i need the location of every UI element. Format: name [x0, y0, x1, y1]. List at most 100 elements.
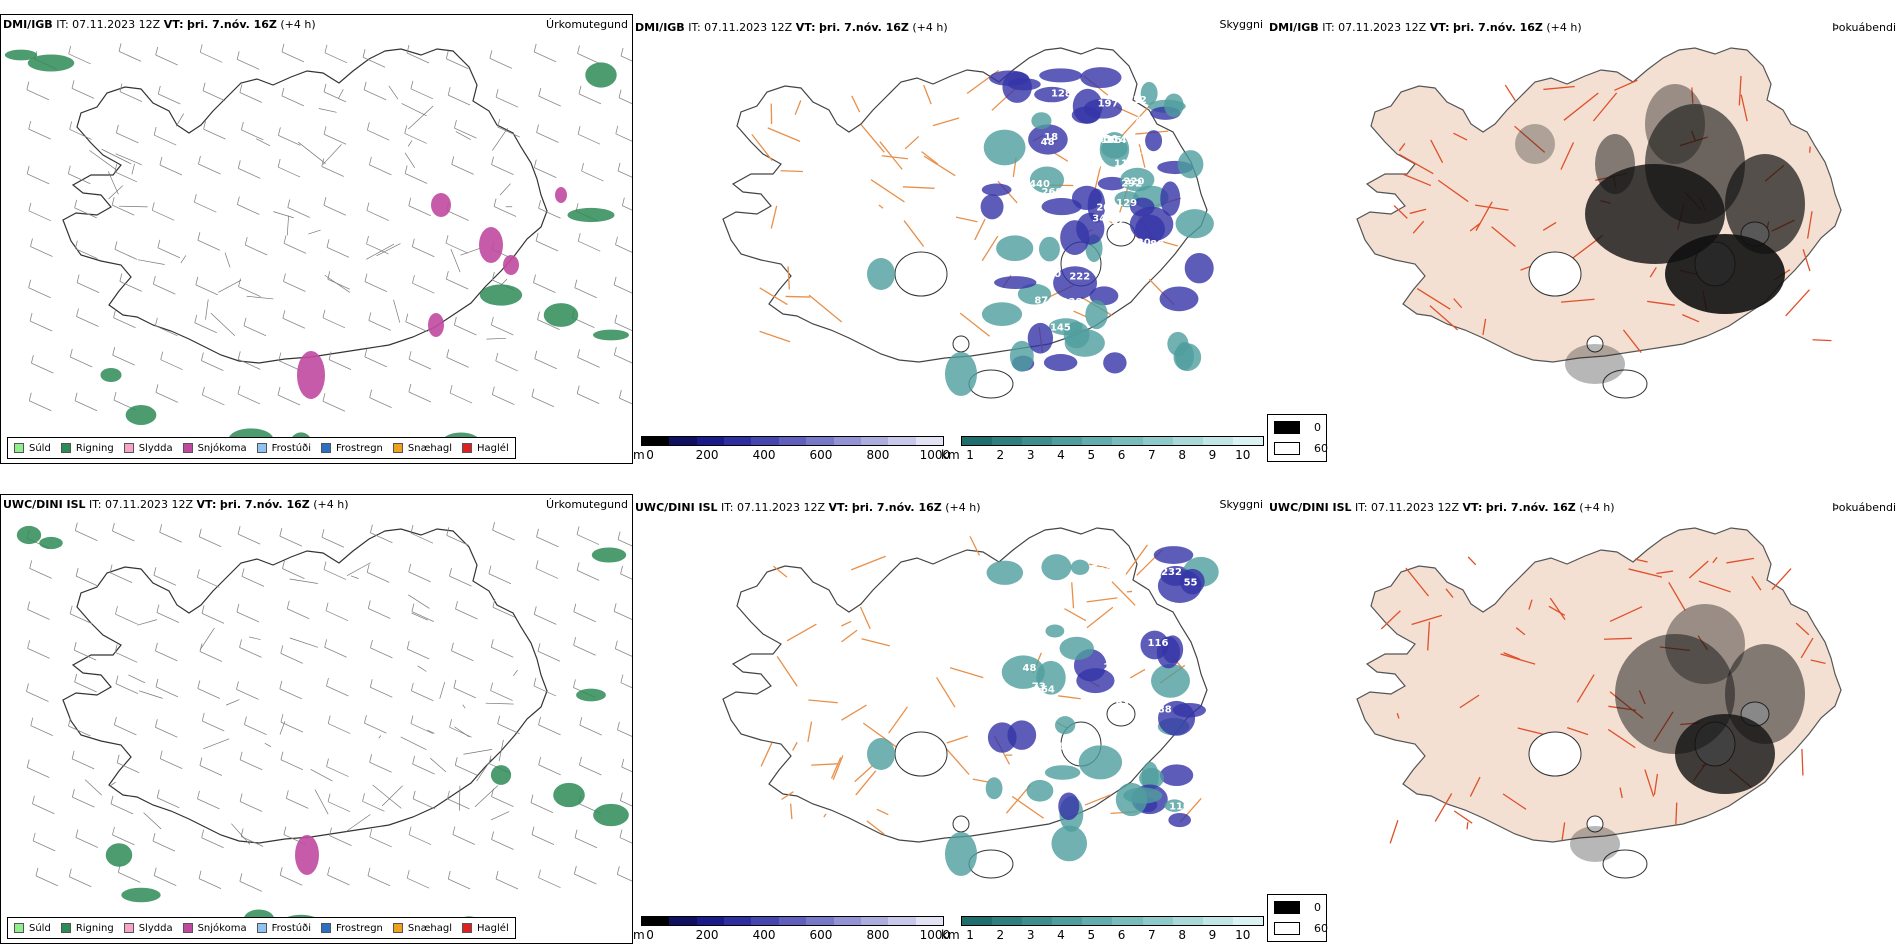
visibility-value-label: 101 [1057, 741, 1078, 752]
wind-barb-flag [406, 44, 410, 54]
road-segment [866, 820, 886, 836]
wind-barb [492, 606, 516, 618]
snow-area [431, 193, 451, 217]
visibility-panel-bottom: 48 138 116 55 101 110 64 105 58 232 284 188 103 112 98… [633, 494, 1267, 944]
wind-barb [446, 278, 469, 290]
terrain-line [143, 812, 162, 830]
colorbar-step-6 [1142, 917, 1173, 925]
wind-barb-flag [115, 124, 119, 133]
wind-barb [491, 164, 514, 175]
visibility-blob [1076, 212, 1105, 245]
wind-barb-flag [366, 235, 369, 245]
visibility-blob [1026, 779, 1054, 802]
terrain-line [205, 299, 209, 320]
wind-barb [114, 171, 138, 183]
road-segment [780, 170, 803, 173]
visibility-blob [1103, 352, 1127, 374]
wind-barb [454, 324, 477, 336]
road-segment [1785, 289, 1810, 317]
wind-barb [447, 798, 470, 810]
wind-barb [201, 360, 224, 371]
wind-barb-flag [279, 680, 283, 689]
fog-swatch-1 [1274, 922, 1300, 935]
wind-barb [323, 569, 347, 580]
visibility-blob [1140, 81, 1158, 105]
legend-label: Haglél [477, 922, 509, 934]
wind-barb [534, 167, 557, 179]
legend-swatch [182, 443, 193, 453]
terrain-line [324, 274, 351, 293]
wind-barb [410, 88, 434, 100]
road-segment [841, 629, 858, 643]
road-segment [1802, 249, 1811, 272]
wind-barb-flag [329, 827, 332, 836]
colorbar-step-9 [888, 917, 916, 925]
wind-barb [327, 801, 351, 813]
fog-legend: 0 60 [1267, 414, 1328, 462]
road-segment [1604, 637, 1632, 640]
wind-barb [238, 286, 261, 297]
wind-barb-flag [155, 317, 158, 326]
wind-barb-flag [366, 202, 370, 211]
road-segment [1459, 694, 1480, 709]
wind-barb-flag [538, 200, 541, 209]
wind-barb [615, 648, 632, 657]
colorbar-step-8 [1202, 917, 1233, 925]
road-segment [1561, 822, 1566, 841]
visibility-value-label: 197 [1098, 99, 1119, 110]
visibility-value-label: 18 [1044, 132, 1058, 143]
wind-barbs [26, 522, 632, 892]
wind-barb-flag [278, 352, 282, 361]
road-segment [1800, 637, 1814, 659]
visibility-value-label: 11 [1135, 146, 1149, 157]
road-segment [789, 803, 793, 820]
wind-barb-flag [236, 51, 240, 60]
snow-area [479, 227, 503, 263]
wind-barb-flag [113, 392, 117, 401]
road-segment [1668, 581, 1686, 611]
road-segment [1434, 793, 1453, 822]
road-segment [1740, 94, 1748, 122]
wind-barb-flag [28, 120, 32, 130]
ceiling-ticks: 0 200 400 600 800 1000 [641, 448, 950, 462]
wind-barb-flag [366, 564, 370, 573]
wind-barbs [26, 43, 632, 412]
wind-barb [453, 687, 477, 699]
visibility-blob [1002, 71, 1032, 103]
colorbar-tick: 1 [966, 448, 974, 462]
road-segment [1412, 220, 1425, 234]
wind-barb-flag [26, 165, 30, 174]
wind-barb [71, 758, 95, 770]
wind-barb [369, 836, 392, 848]
wind-barb [69, 129, 92, 140]
wind-barb-flag [29, 560, 33, 569]
visibility-value-label: 20 [1047, 269, 1061, 280]
wind-barb [408, 205, 431, 217]
wind-barb-flag [452, 826, 456, 835]
wind-barb [278, 360, 301, 371]
wind-barb-flag [619, 792, 623, 801]
road-segment [786, 623, 817, 642]
legend-label: Snæhagl [407, 442, 453, 454]
visibility-value-label: 64 [1041, 685, 1055, 696]
visibility-value-label: 116 [1148, 638, 1169, 649]
iceland-outline [62, 528, 548, 844]
road-segment [1806, 211, 1813, 239]
wind-barb [407, 877, 430, 889]
wind-barb-flag [453, 679, 457, 689]
wind-barb [115, 651, 138, 663]
wind-barb-flag [152, 275, 156, 285]
visibility-blob [1159, 764, 1194, 787]
road-segment [1647, 300, 1675, 306]
legend-label: Súld [29, 442, 51, 454]
road-segment [1738, 75, 1742, 106]
wind-barb [118, 872, 141, 883]
ceiling-ticks: 0 200 400 600 800 1000 [641, 928, 950, 942]
legend-swatch [256, 923, 267, 933]
visibility-blob [1184, 253, 1214, 284]
visibility-blob [1001, 655, 1045, 689]
colorbar-step-10 [915, 917, 943, 925]
wind-barb [581, 170, 604, 182]
road-segment [1567, 727, 1589, 736]
road-segment [1649, 267, 1657, 278]
